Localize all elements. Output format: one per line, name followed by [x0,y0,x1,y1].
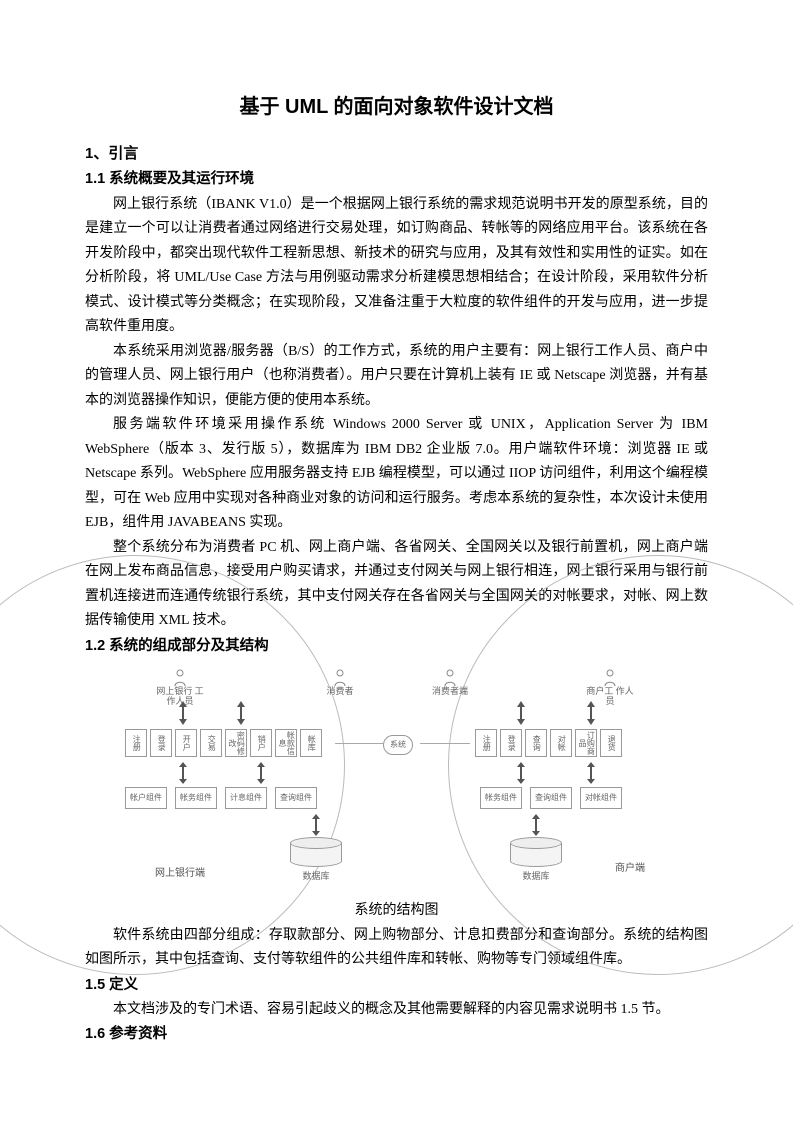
paragraph-3: 服务端软件环境采用操作系统 Windows 2000 Server 或 UNIX… [85,413,708,536]
center-system-node: 系统 [383,735,413,755]
connector-line [420,743,470,744]
component-box: 对帐组件 [580,787,622,809]
person-icon [603,669,617,687]
actor-label: 消费者端 [432,686,468,696]
db-label: 数据库 [290,869,342,885]
component-box: 帐务组件 [480,787,522,809]
arrow-icon [515,699,527,727]
doc-title: 基于 UML 的面向对象软件设计文档 [85,90,708,125]
paragraph-2: 本系统采用浏览器/服务器（B/S）的工作方式，系统的用户主要有：网上银行工作人员… [85,340,708,414]
fn-box: 销户 [250,729,272,757]
zone-label-left: 网上银行端 [155,865,205,883]
person-icon [173,669,187,687]
fn-box: 帐款信息 [275,729,297,757]
fn-box: 帐库 [300,729,322,757]
system-structure-diagram: 网上银行 工作人员 消费者 消费者端 商户工 作人员 注册 登录 开户 交易 密… [85,665,708,895]
arrow-icon [310,813,322,837]
person-icon [443,669,457,687]
actor-consumer: 消费者 [315,669,365,697]
left-function-row: 注册 登录 开户 交易 密码修改 销户 帐款信息 帐库 [125,729,322,757]
fn-box: 登录 [150,729,172,757]
person-icon [333,669,347,687]
fn-box: 订购商品 [575,729,597,757]
component-box: 计息组件 [225,787,267,809]
component-box: 查询组件 [530,787,572,809]
arrow-icon [235,699,247,727]
database-left: 数据库 [290,837,342,885]
actor-consumer-side: 消费者端 [425,669,475,697]
database-right: 数据库 [510,837,562,885]
fn-box: 登录 [500,729,522,757]
section-1: 1、引言 [85,141,708,167]
right-component-row: 帐务组件 查询组件 对帐组件 [480,787,622,809]
fn-box: 注册 [125,729,147,757]
section-1-6: 1.6 参考资料 [85,1022,708,1047]
actor-label: 消费者 [326,686,353,696]
fn-box: 退货 [600,729,622,757]
right-function-row: 注册 登录 查询 对帐 订购商品 退货 [475,729,622,757]
section-1-5: 1.5 定义 [85,973,708,998]
fn-box: 注册 [475,729,497,757]
arrow-icon [585,699,597,727]
paragraph-6: 本文档涉及的专门术语、容易引起歧义的概念及其他需要解释的内容见需求说明书 1.5… [85,998,708,1023]
db-label: 数据库 [510,869,562,885]
component-box: 帐务组件 [175,787,217,809]
arrow-icon [255,761,267,785]
zone-label-right: 商户端 [615,860,645,878]
arrow-icon [177,699,189,727]
left-component-row: 帐户组件 帐务组件 计息组件 查询组件 [125,787,317,809]
arrow-icon [585,761,597,785]
fn-box: 查询 [525,729,547,757]
arrow-icon [515,761,527,785]
fn-box: 对帐 [550,729,572,757]
paragraph-1: 网上银行系统（IBANK V1.0）是一个根据网上银行系统的需求规范说明书开发的… [85,193,708,340]
fn-box: 开户 [175,729,197,757]
fn-box: 交易 [200,729,222,757]
fn-box: 密码修改 [225,729,247,757]
connector-line [335,743,383,744]
component-box: 帐户组件 [125,787,167,809]
section-1-1: 1.1 系统概要及其运行环境 [85,167,708,192]
component-box: 查询组件 [275,787,317,809]
arrow-icon [177,761,189,785]
arrow-icon [530,813,542,837]
